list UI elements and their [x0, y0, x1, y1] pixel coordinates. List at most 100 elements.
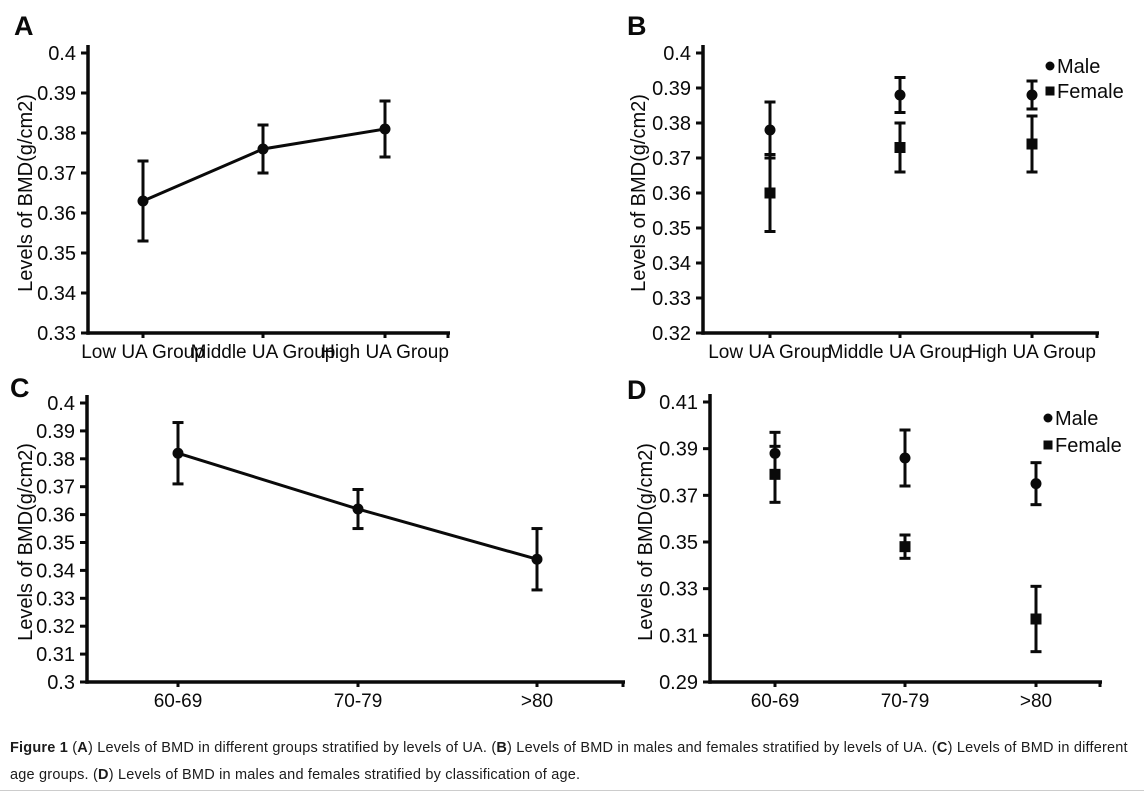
circle-data-marker	[899, 452, 911, 464]
y-tick-label: 0.4	[48, 43, 76, 65]
y-tick-label: 0.39	[652, 78, 691, 100]
y-axis-title: Levels of BMD(g/cm2)	[628, 94, 650, 292]
circle-data-marker	[764, 124, 776, 136]
circle-data-marker	[1030, 478, 1042, 490]
panel-b: B Levels of BMD(g/cm2) 0.32 0.33 0.34 0.35 0.3…	[627, 11, 1124, 363]
x-category-label: 60-69	[751, 691, 800, 712]
y-tick-label: 0.29	[659, 672, 698, 694]
circle-data-marker	[1026, 89, 1038, 101]
panel-d: D Levels of BMD(g/cm2) 0.29 0.31 0.33 0.35 0.3…	[627, 375, 1122, 712]
y-axis-title: Levels of BMD(g/cm2)	[635, 443, 657, 641]
legend-label: Female	[1055, 435, 1122, 457]
y-tick-label: 0.39	[37, 83, 76, 105]
caption-text: (	[68, 740, 78, 756]
y-tick-label: 0.35	[37, 243, 76, 265]
circle-data-marker	[257, 143, 269, 155]
y-tick-label: 0.33	[659, 579, 698, 601]
y-tick-label: 0.38	[36, 449, 75, 471]
x-category-label: >80	[521, 691, 553, 712]
y-tick-label: 0.36	[652, 183, 691, 205]
legend-square-marker	[1043, 440, 1053, 450]
y-tick-label: 0.33	[652, 288, 691, 310]
circle-data-marker	[137, 195, 149, 207]
y-tick-label: 0.34	[37, 283, 76, 305]
y-tick-label: 0.37	[37, 163, 76, 185]
caption-text: age groups. (	[10, 767, 99, 783]
y-tick-label: 0.39	[36, 421, 75, 443]
y-tick-label: 0.39	[659, 439, 698, 461]
panel-letter: D	[627, 375, 647, 405]
circle-data-marker	[894, 89, 906, 101]
y-tick-label: 0.38	[652, 113, 691, 135]
y-tick-label: 0.34	[36, 560, 75, 582]
bottom-divider	[0, 790, 1144, 791]
caption-bold-text: D	[98, 767, 109, 783]
legend-square-marker	[1045, 86, 1055, 96]
x-category-label: Low UA Group	[81, 342, 205, 363]
y-tick-label: 0.35	[659, 532, 698, 554]
y-tick-label: 0.35	[36, 533, 75, 555]
x-category-label: High UA Group	[321, 342, 449, 363]
y-tick-label: 0.37	[36, 477, 75, 499]
square-data-marker	[1026, 138, 1038, 150]
square-data-marker	[899, 541, 911, 553]
y-tick-label: 0.41	[659, 392, 698, 414]
x-category-label: 60-69	[154, 691, 203, 712]
caption-text: ) Levels of BMD in males and females str…	[507, 740, 937, 756]
legend-label: Male	[1057, 56, 1100, 78]
figure-caption-line: Figure 1 (A) Levels of BMD in different …	[10, 735, 1140, 762]
caption-bold-text: C	[936, 740, 948, 756]
y-tick-label: 0.4	[47, 393, 75, 415]
square-data-marker	[764, 187, 776, 199]
y-tick-label: 0.4	[663, 43, 691, 65]
x-category-label: High UA Group	[968, 342, 1096, 363]
panel-c: C Levels of BMD(g/cm2) 0.3 0.31 0.32 0.33 0.34…	[10, 373, 625, 712]
x-category-label: Middle UA Group	[191, 342, 336, 363]
y-tick-label: 0.38	[37, 123, 76, 145]
y-tick-label: 0.36	[36, 505, 75, 527]
square-data-marker	[894, 142, 906, 153]
caption-text: ) Levels of BMD in different groups stra…	[87, 740, 497, 756]
y-tick-label: 0.37	[652, 148, 691, 170]
y-tick-label: 0.36	[37, 203, 76, 225]
circle-data-marker	[352, 503, 364, 515]
square-data-marker	[769, 468, 781, 480]
figure-caption-line: age groups. (D) Levels of BMD in males a…	[10, 762, 1140, 789]
y-axis-title: Levels of BMD(g/cm2)	[15, 94, 37, 292]
caption-bold-text: Figure 1	[10, 740, 68, 756]
figure-caption: Figure 1 (A) Levels of BMD in different …	[10, 735, 1140, 789]
panel-letter: A	[14, 11, 34, 41]
legend-circle-marker	[1045, 61, 1055, 71]
caption-text: ) Levels of BMD in males and females str…	[108, 767, 581, 783]
y-tick-label: 0.33	[36, 588, 75, 610]
x-category-label: 70-79	[334, 691, 383, 712]
x-category-label: Middle UA Group	[828, 342, 973, 363]
y-tick-label: 0.33	[37, 323, 76, 345]
x-category-label: >80	[1020, 691, 1052, 712]
panel-a: A Levels of BMD(g/cm2) 0.33 0.34 0.35 0.36 0.3…	[14, 11, 450, 363]
panel-letter: C	[10, 373, 30, 403]
caption-text: ) Levels of BMD in different	[947, 740, 1128, 756]
y-tick-label: 0.35	[652, 218, 691, 240]
circle-data-marker	[172, 447, 184, 459]
y-tick-label: 0.31	[36, 644, 75, 666]
y-tick-label: 0.3	[47, 672, 75, 694]
y-tick-label: 0.31	[659, 625, 698, 647]
y-tick-label: 0.34	[652, 253, 691, 275]
y-tick-label: 0.32	[36, 616, 75, 638]
circle-data-marker	[379, 123, 391, 135]
y-tick-label: 0.32	[652, 323, 691, 345]
y-axis-title: Levels of BMD(g/cm2)	[15, 443, 37, 641]
panel-letter: B	[627, 11, 647, 41]
y-tick-label: 0.37	[659, 485, 698, 507]
legend-circle-marker	[1043, 413, 1053, 423]
caption-bold-text: B	[496, 740, 508, 756]
legend-label: Male	[1055, 408, 1098, 430]
x-category-label: Low UA Group	[708, 342, 832, 363]
legend-label: Female	[1057, 81, 1124, 103]
x-category-label: 70-79	[881, 691, 930, 712]
caption-bold-text: A	[77, 740, 88, 756]
circle-data-marker	[531, 553, 543, 565]
